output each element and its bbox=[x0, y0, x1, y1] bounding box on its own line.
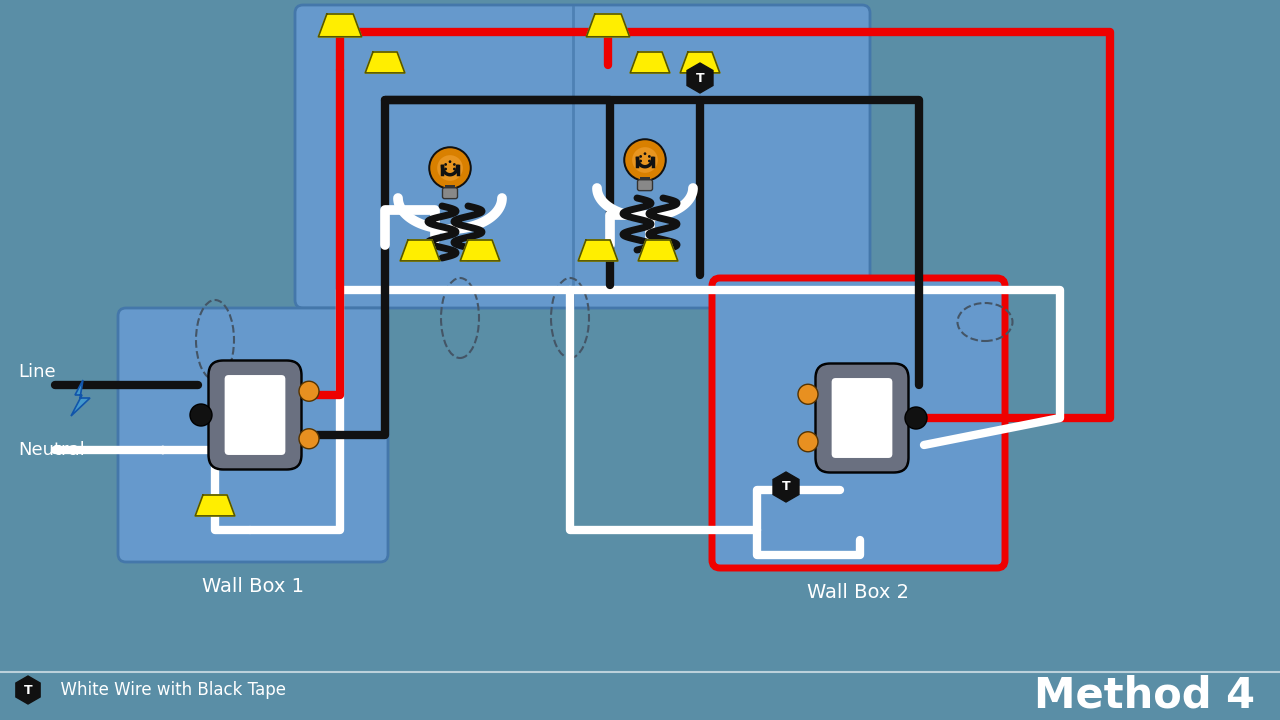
Polygon shape bbox=[15, 676, 40, 704]
Circle shape bbox=[797, 384, 818, 404]
Polygon shape bbox=[70, 380, 90, 416]
Text: Method 4: Method 4 bbox=[1034, 674, 1254, 716]
Bar bbox=[640, 178, 649, 180]
Circle shape bbox=[430, 148, 470, 188]
Circle shape bbox=[905, 407, 927, 429]
Circle shape bbox=[189, 404, 212, 426]
Text: T: T bbox=[24, 683, 32, 696]
Polygon shape bbox=[195, 495, 234, 516]
Circle shape bbox=[623, 138, 667, 181]
Circle shape bbox=[444, 168, 447, 171]
Circle shape bbox=[444, 163, 447, 166]
Circle shape bbox=[300, 428, 319, 449]
Circle shape bbox=[639, 160, 643, 163]
Polygon shape bbox=[680, 52, 719, 73]
Circle shape bbox=[429, 146, 472, 190]
Circle shape bbox=[438, 155, 463, 181]
Text: Neutral: Neutral bbox=[18, 441, 84, 459]
Circle shape bbox=[797, 432, 818, 451]
Text: Wall Box 2: Wall Box 2 bbox=[806, 582, 909, 601]
Text: Wall Box 1: Wall Box 1 bbox=[202, 577, 305, 595]
FancyBboxPatch shape bbox=[712, 278, 1005, 568]
Circle shape bbox=[639, 155, 643, 158]
Circle shape bbox=[648, 155, 650, 158]
Polygon shape bbox=[773, 472, 799, 502]
Bar bbox=[445, 186, 454, 188]
FancyBboxPatch shape bbox=[637, 180, 653, 191]
FancyBboxPatch shape bbox=[817, 364, 908, 472]
Polygon shape bbox=[639, 240, 678, 261]
FancyBboxPatch shape bbox=[225, 375, 285, 455]
Polygon shape bbox=[579, 240, 618, 261]
Circle shape bbox=[300, 382, 319, 401]
Circle shape bbox=[632, 147, 658, 173]
Polygon shape bbox=[630, 52, 669, 73]
Polygon shape bbox=[687, 63, 713, 93]
Polygon shape bbox=[461, 240, 499, 261]
Polygon shape bbox=[586, 14, 630, 37]
Text: Line: Line bbox=[18, 363, 55, 381]
Circle shape bbox=[644, 153, 646, 155]
FancyBboxPatch shape bbox=[209, 361, 301, 469]
Circle shape bbox=[448, 161, 452, 163]
Circle shape bbox=[648, 160, 650, 163]
FancyBboxPatch shape bbox=[815, 363, 909, 473]
FancyBboxPatch shape bbox=[118, 308, 388, 562]
FancyBboxPatch shape bbox=[207, 360, 302, 470]
Text: T: T bbox=[782, 480, 790, 493]
Polygon shape bbox=[319, 14, 362, 37]
Text: T: T bbox=[696, 71, 704, 84]
FancyBboxPatch shape bbox=[832, 378, 892, 458]
Circle shape bbox=[453, 168, 456, 171]
FancyBboxPatch shape bbox=[294, 5, 870, 308]
Polygon shape bbox=[401, 240, 440, 261]
Circle shape bbox=[625, 140, 664, 180]
Circle shape bbox=[453, 163, 456, 166]
FancyBboxPatch shape bbox=[443, 188, 457, 199]
Polygon shape bbox=[365, 52, 404, 73]
Text: White Wire with Black Tape: White Wire with Black Tape bbox=[50, 681, 285, 699]
